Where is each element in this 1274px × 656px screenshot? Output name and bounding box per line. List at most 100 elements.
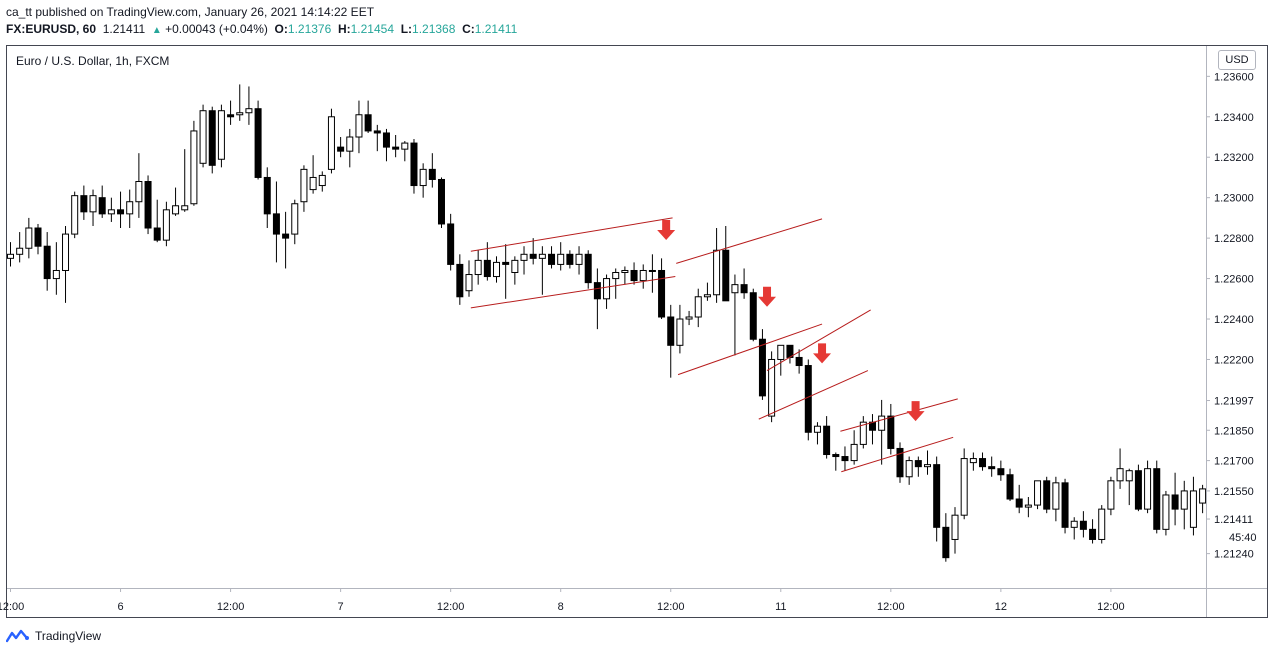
candle <box>327 108 335 174</box>
candle <box>447 213 455 271</box>
price-axis-label: 1.21240 <box>1214 549 1254 561</box>
trendline <box>840 398 958 432</box>
candle <box>575 246 583 275</box>
price-axis-label: 1.23200 <box>1214 152 1254 164</box>
trendline <box>841 436 954 473</box>
trendline <box>677 323 823 376</box>
plot-area <box>7 84 1206 562</box>
candle <box>190 120 198 206</box>
candle <box>107 197 115 222</box>
symbol-label[interactable]: FX:EURUSD, 60 <box>6 22 97 36</box>
candle <box>135 153 143 218</box>
publish-info: ca_tt published on TradingView.com, Janu… <box>6 5 375 19</box>
chart-pane[interactable] <box>6 45 1268 618</box>
candle-body <box>162 209 170 241</box>
candle <box>878 399 886 465</box>
candle-body <box>1199 488 1206 504</box>
brand-name[interactable]: TradingView <box>35 629 102 643</box>
candle-body <box>538 253 546 259</box>
candle <box>557 242 565 271</box>
candle-body <box>584 253 592 284</box>
candle-body <box>859 421 867 445</box>
candle-body <box>758 338 766 397</box>
candle <box>1034 480 1042 510</box>
price-axis-label: 1.21997 <box>1214 396 1254 408</box>
candle <box>16 232 24 263</box>
candle <box>1116 448 1124 489</box>
candle <box>272 181 280 263</box>
candle-body <box>841 456 849 462</box>
candle <box>823 416 831 459</box>
candle <box>282 211 290 269</box>
candle <box>410 139 418 194</box>
trendline <box>758 370 869 420</box>
candle <box>905 456 913 485</box>
candle-body <box>823 425 831 456</box>
candle-body <box>1052 482 1060 510</box>
candle-body <box>1180 490 1188 510</box>
candle-body <box>612 272 620 280</box>
candle <box>126 189 134 229</box>
candle-body <box>960 458 968 516</box>
candle <box>997 460 1005 481</box>
candle-body <box>924 464 931 468</box>
candle <box>245 86 253 125</box>
last-price: 1.21411 <box>102 22 146 36</box>
candle <box>630 262 638 285</box>
candle-body <box>658 269 666 318</box>
candle <box>1180 480 1188 530</box>
candle <box>841 446 849 471</box>
trendline <box>766 309 871 372</box>
candle-body <box>245 108 253 114</box>
candle <box>80 185 88 220</box>
candle <box>813 422 821 445</box>
candle <box>1162 490 1170 536</box>
candle-body <box>447 223 455 265</box>
arrow-down-icon <box>906 401 925 422</box>
candle <box>685 310 693 326</box>
candle <box>456 254 464 305</box>
price-axis-label: 1.23400 <box>1214 112 1254 124</box>
candle <box>337 137 345 158</box>
close-value: 1.21411 <box>474 22 518 36</box>
time-axis-label: 12:00 <box>217 601 245 613</box>
arrow-down-icon <box>758 286 777 307</box>
candle-body <box>603 278 611 300</box>
candle-body <box>1070 520 1078 528</box>
candle-body <box>392 146 400 150</box>
open-label: O: <box>274 22 288 36</box>
candle <box>236 84 244 121</box>
candle <box>71 191 79 239</box>
candle <box>346 128 354 168</box>
candle-body <box>566 253 574 265</box>
candle-body <box>1015 498 1023 508</box>
candle-body <box>1153 468 1161 530</box>
candle <box>1098 505 1106 544</box>
candle-body <box>593 282 601 300</box>
arrow-down-icon <box>657 220 676 241</box>
candle-body <box>997 468 1005 476</box>
candle-body <box>52 269 60 280</box>
candle-body <box>529 253 537 259</box>
candle-body <box>502 261 510 265</box>
candle-body <box>933 464 941 528</box>
candle <box>493 256 501 283</box>
candle-body <box>465 274 473 292</box>
candle-body <box>89 195 97 213</box>
candle-body <box>1089 528 1097 540</box>
candle-body <box>795 356 803 367</box>
candle <box>437 177 445 229</box>
candle-body <box>694 296 702 318</box>
candle <box>942 513 950 562</box>
candle <box>1024 496 1032 518</box>
candle <box>144 175 152 235</box>
candle-body <box>896 447 904 478</box>
candle <box>117 191 125 229</box>
time-axis-label: 12:00 <box>657 601 685 613</box>
candle <box>768 351 776 423</box>
currency-button[interactable]: USD <box>1218 50 1256 70</box>
low-value: 1.21368 <box>412 22 456 36</box>
candle <box>181 149 189 212</box>
tradingview-logo-icon[interactable] <box>6 629 30 643</box>
